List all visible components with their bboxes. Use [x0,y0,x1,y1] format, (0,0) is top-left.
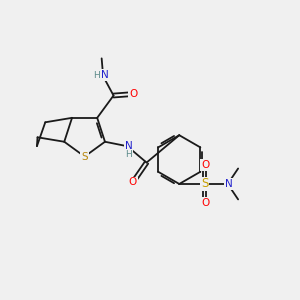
Text: O: O [128,178,137,188]
Text: S: S [81,152,88,161]
Text: O: O [201,160,209,170]
Text: N: N [225,179,233,189]
Text: N: N [101,70,109,80]
Text: N: N [124,141,132,151]
Text: S: S [201,178,208,190]
Text: H: H [93,70,100,80]
Text: O: O [129,89,138,99]
Text: H: H [125,150,132,159]
Text: O: O [201,198,209,208]
